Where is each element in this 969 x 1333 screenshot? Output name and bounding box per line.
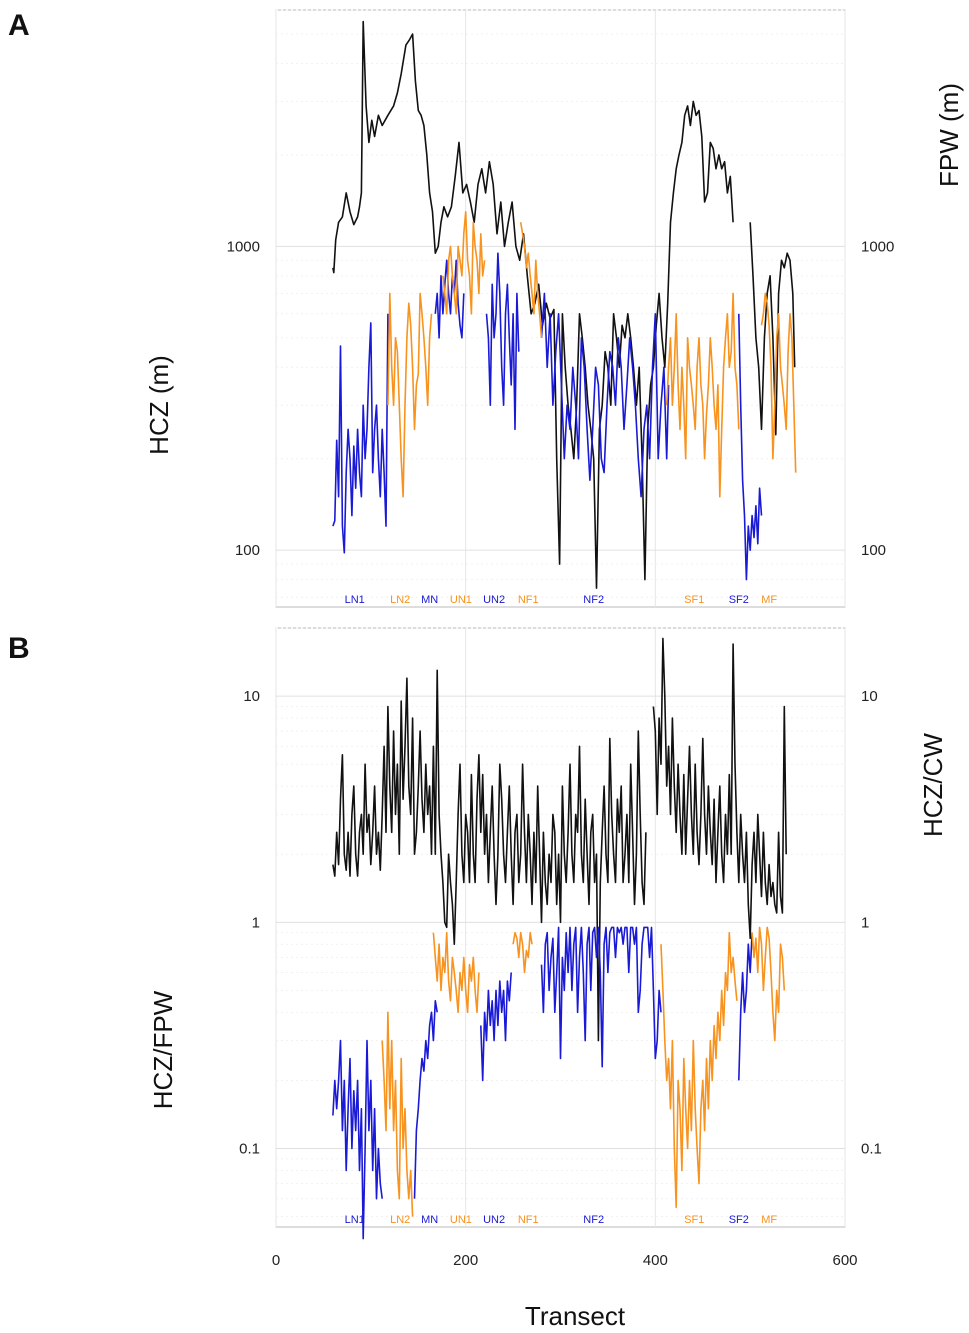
segment-label-mf: MF xyxy=(761,1214,777,1226)
segment-label-un2: UN2 xyxy=(483,1214,505,1226)
x-tick-label: 400 xyxy=(643,1252,668,1269)
x-axis-title: Transect xyxy=(525,1301,626,1331)
y-axis-title-right-b: HCZ/CW xyxy=(918,733,948,837)
segment-label-nf2: NF2 xyxy=(583,1214,604,1226)
panel-letter-a: A xyxy=(8,9,30,42)
series-line-orange xyxy=(760,292,797,473)
segment-label-un1: UN1 xyxy=(450,594,472,606)
x-tick-label: 200 xyxy=(453,1252,478,1269)
series-line-blue xyxy=(434,259,465,339)
series-line-black xyxy=(749,222,796,436)
y-tick-label-left: 1 xyxy=(252,914,260,931)
segment-label-sf1: SF1 xyxy=(684,594,704,606)
series-line-orange xyxy=(442,211,486,315)
series-line-black xyxy=(652,637,787,940)
panel-letter-b: B xyxy=(8,632,30,665)
segment-label-mf: MF xyxy=(761,594,777,606)
x-tick-label: 600 xyxy=(832,1252,857,1269)
series-line-blue xyxy=(540,926,662,1068)
segment-label-ln1: LN1 xyxy=(345,1214,365,1226)
y-tick-label-right: 1000 xyxy=(861,238,894,255)
series-line-orange xyxy=(432,931,480,1014)
segment-label-un2: UN2 xyxy=(483,594,505,606)
y-ticks-a: 100 100 1000 1000 xyxy=(227,238,895,559)
series-line-orange xyxy=(387,292,433,498)
series-line-blue xyxy=(738,313,763,581)
y-tick-label-right: 0.1 xyxy=(861,1141,882,1158)
series-line-blue xyxy=(738,932,753,1081)
series-line-black xyxy=(332,20,734,589)
y-tick-label-left: 10 xyxy=(243,688,260,705)
series-line-orange xyxy=(381,1011,414,1217)
segment-label-nf1: NF1 xyxy=(518,1214,539,1226)
segment-labels-b: LN1 LN2 MN UN1 UN2 NF1 NF2 SF1 SF2 MF xyxy=(345,1214,778,1226)
y-axis-title-left-b: HCZ/FPW xyxy=(148,990,178,1109)
series-line-blue xyxy=(485,252,520,431)
series-line-blue xyxy=(540,292,670,498)
segment-label-mn: MN xyxy=(421,1214,438,1226)
segment-label-nf1: NF1 xyxy=(518,594,539,606)
y-tick-label-right: 100 xyxy=(861,542,886,559)
series-line-orange xyxy=(660,931,738,1209)
segment-label-ln2: LN2 xyxy=(390,594,410,606)
series-lines-b xyxy=(332,637,787,1240)
segment-label-ln2: LN2 xyxy=(390,1214,410,1226)
series-line-black xyxy=(332,669,647,1042)
x-tick-label: 0 xyxy=(272,1252,280,1269)
x-axis: 0 200 400 600 xyxy=(272,1252,858,1269)
series-line-orange xyxy=(512,931,533,974)
series-lines-a xyxy=(332,20,797,589)
segment-label-un1: UN1 xyxy=(450,1214,472,1226)
y-ticks-b: 0.1 0.1 1 1 10 10 xyxy=(239,688,882,1157)
y-tick-label-right: 10 xyxy=(861,688,878,705)
y-tick-label-left: 0.1 xyxy=(239,1141,260,1158)
segment-label-sf2: SF2 xyxy=(729,1214,749,1226)
series-line-orange xyxy=(751,926,786,1042)
series-line-orange xyxy=(665,292,740,498)
segment-labels-a: LN1 LN2 MN UN1 UN2 NF1 NF2 SF1 SF2 MF xyxy=(345,594,778,606)
series-line-blue xyxy=(480,972,512,1082)
y-axis-title-left-a: HCZ (m) xyxy=(144,355,174,455)
series-line-blue xyxy=(332,313,389,554)
grid-a xyxy=(275,9,846,607)
y-axis-title-right-a: FPW (m) xyxy=(934,83,964,187)
segment-label-nf2: NF2 xyxy=(583,594,604,606)
segment-label-ln1: LN1 xyxy=(345,594,365,606)
panel-b: B 0.1 0.1 1 1 10 10 LN1 LN2 MN UN1 UN2 NF1 NF2 SF1 SF… xyxy=(8,627,948,1240)
series-line-blue xyxy=(413,1000,438,1199)
y-tick-label-right: 1 xyxy=(861,914,869,931)
series-line-orange xyxy=(519,222,543,338)
y-tick-label-left: 1000 xyxy=(227,238,260,255)
y-tick-label-left: 100 xyxy=(235,542,260,559)
series-line-blue xyxy=(332,1039,383,1240)
segment-label-sf1: SF1 xyxy=(684,1214,704,1226)
panel-a: A 100 100 1000 1000 LN1 LN2 MN UN1 UN2 NF1 NF2 SF1… xyxy=(8,9,964,608)
segment-label-sf2: SF2 xyxy=(729,594,749,606)
segment-label-mn: MN xyxy=(421,594,438,606)
